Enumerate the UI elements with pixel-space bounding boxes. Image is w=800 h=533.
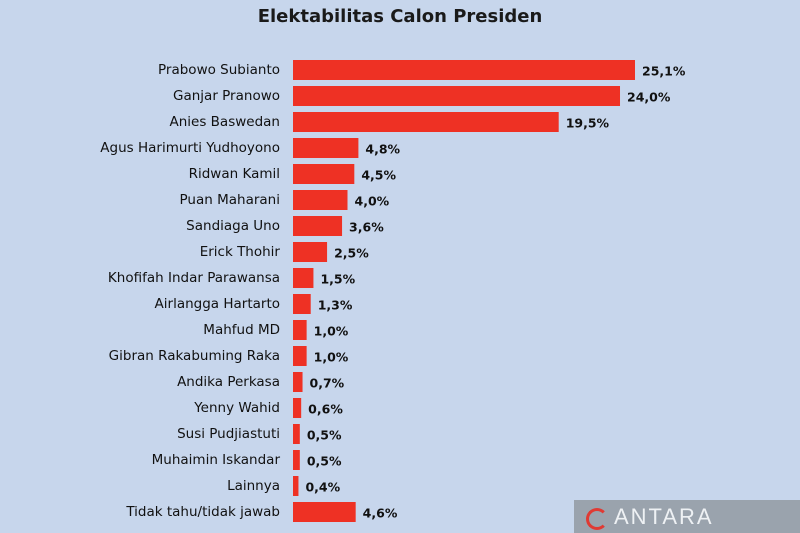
value-label: 1,0%	[314, 350, 349, 365]
logo-icon	[586, 508, 608, 530]
category-label: Ganjar Pranowo	[173, 88, 280, 104]
bar	[293, 164, 355, 184]
bar	[293, 346, 307, 366]
bar	[293, 320, 307, 340]
value-label: 2,5%	[334, 246, 369, 261]
category-label: Puan Maharani	[180, 192, 280, 208]
category-label: Erick Thohir	[200, 244, 281, 260]
bar	[293, 476, 299, 496]
bar	[293, 450, 300, 470]
category-label: Tidak tahu/tidak jawab	[125, 504, 280, 520]
category-label: Prabowo Subianto	[158, 62, 280, 78]
bar	[293, 138, 359, 158]
category-label: Yenny Wahid	[193, 400, 280, 416]
bar	[293, 190, 348, 210]
value-label: 0,5%	[307, 454, 342, 469]
value-label: 19,5%	[566, 116, 610, 131]
value-label: 1,3%	[318, 298, 353, 313]
category-label: Agus Harimurti Yudhoyono	[100, 140, 280, 156]
value-label: 4,6%	[363, 506, 398, 521]
bar	[293, 268, 314, 288]
bar	[293, 242, 328, 262]
bar	[293, 398, 302, 418]
category-label: Gibran Rakabuming Raka	[109, 348, 280, 364]
category-label: Anies Baswedan	[170, 114, 281, 130]
value-label: 4,0%	[355, 194, 390, 209]
bar	[293, 60, 635, 80]
value-label: 25,1%	[642, 64, 686, 79]
bar	[293, 294, 311, 314]
value-label: 4,8%	[365, 142, 400, 157]
value-label: 4,5%	[361, 168, 396, 183]
bar	[293, 112, 559, 132]
category-label: Khofifah Indar Parawansa	[108, 270, 280, 286]
value-label: 1,5%	[320, 272, 355, 287]
category-label: Lainnya	[227, 478, 280, 494]
bar	[293, 216, 343, 236]
value-label: 3,6%	[349, 220, 384, 235]
chart-title: Elektabilitas Calon Presiden	[257, 6, 543, 27]
category-label: Airlangga Hartarto	[155, 296, 280, 312]
value-label: 0,6%	[308, 402, 343, 417]
value-label: 0,7%	[310, 376, 345, 391]
category-label: Andika Perkasa	[177, 374, 280, 390]
bar	[293, 502, 356, 522]
category-label: Ridwan Kamil	[189, 166, 280, 182]
watermark-text: ANTARA	[614, 504, 714, 529]
category-label: Sandiaga Uno	[186, 218, 280, 234]
category-label: Mahfud MD	[203, 322, 280, 338]
value-label: 0,5%	[307, 428, 342, 443]
watermark-logo: ANTARA	[574, 500, 800, 533]
category-label: Susi Pudjiastuti	[177, 426, 280, 442]
value-label: 24,0%	[627, 90, 671, 105]
bar	[293, 86, 621, 106]
bar	[293, 372, 303, 392]
value-label: 0,4%	[305, 480, 340, 495]
value-label: 1,0%	[314, 324, 349, 339]
category-label: Muhaimin Iskandar	[152, 452, 281, 468]
bar	[293, 424, 300, 444]
